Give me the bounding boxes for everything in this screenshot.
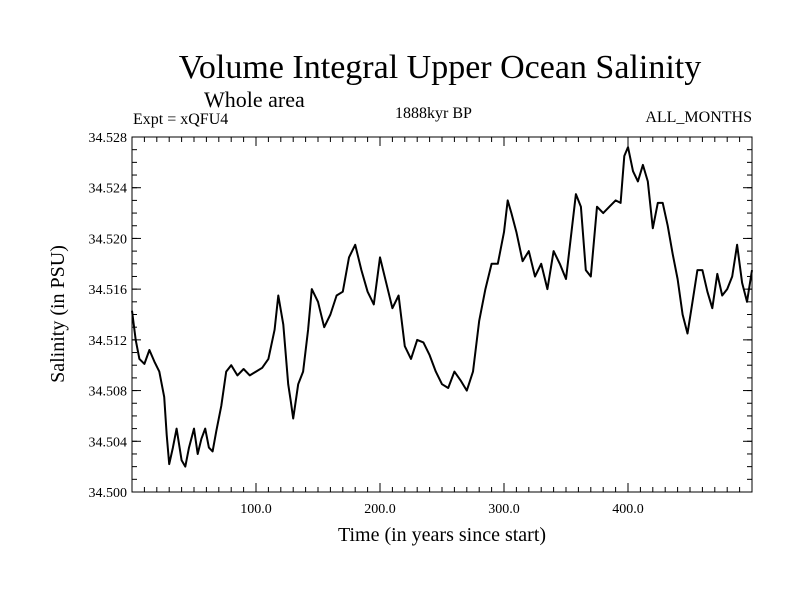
y-tick-label: 34.528: [89, 131, 128, 146]
plot-frame: [131, 136, 753, 493]
y-tick-label: 34.516: [89, 283, 128, 298]
y-tick-label: 34.504: [89, 435, 128, 450]
series-line-salinity: [131, 146, 753, 468]
x-axis-title: Time (in years since start): [338, 524, 546, 546]
x-tick-label: 100.0: [240, 502, 272, 517]
chart-title: Volume Integral Upper Ocean Salinity: [178, 49, 702, 86]
x-tick-label: 300.0: [488, 502, 520, 517]
period-label: 1888kyr BP: [395, 105, 472, 122]
y-tick-label: 34.512: [89, 334, 128, 349]
y-tick-label: 34.524: [89, 182, 128, 197]
y-tick-label: 34.500: [89, 486, 128, 501]
axis-tick-labels: 34.500 34.504 34.508 34.512 34.516 34.520 34.5…: [89, 131, 644, 517]
chart-subtitle: Whole area: [204, 87, 305, 112]
axis-ticks: [131, 136, 753, 493]
y-tick-label: 34.520: [89, 232, 128, 247]
y-axis-title: Salinity (in PSU): [47, 245, 69, 383]
experiment-label: Expt = xQFU4: [133, 111, 229, 128]
x-tick-label: 400.0: [612, 502, 644, 517]
y-tick-label: 34.508: [89, 385, 128, 400]
months-label: ALL_MONTHS: [645, 109, 752, 126]
x-tick-label: 200.0: [364, 502, 396, 517]
